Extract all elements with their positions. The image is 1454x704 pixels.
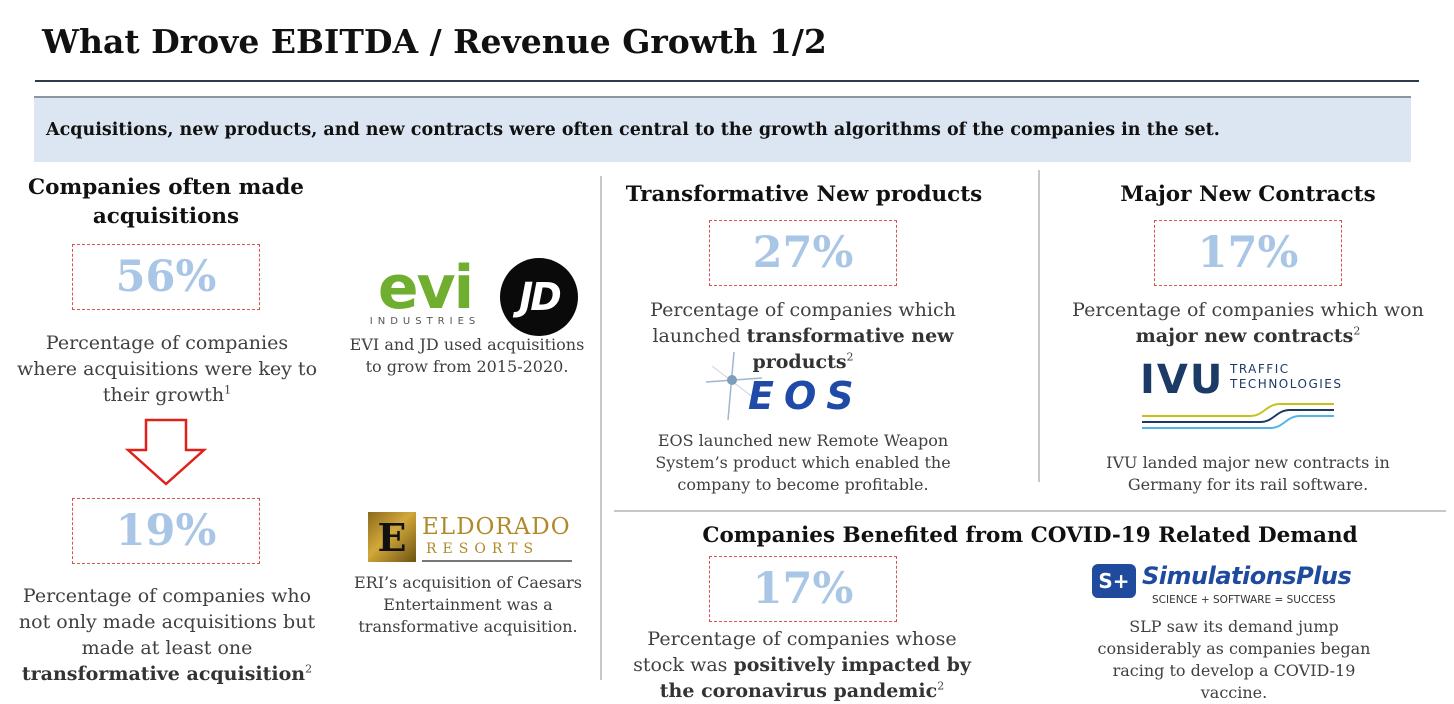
slp-caption: SLP saw its demand jump considerably as … — [1097, 617, 1371, 702]
contracts-heading: Major New Contracts — [1120, 182, 1376, 207]
divider-left — [600, 176, 602, 680]
covid-stat-box: 17% — [709, 556, 897, 622]
contracts-stat-desc: Percentage of companies which won major … — [1060, 297, 1436, 349]
transformative-acquisition-stat-box: 19% — [72, 498, 260, 564]
transformative-acquisition-desc-bold: transformative acquisition — [21, 663, 306, 685]
products-heading: Transformative New products — [625, 182, 983, 207]
products-stat-value: 27% — [752, 228, 854, 278]
products-desc-text: Percentage of companies which launched — [650, 299, 956, 347]
simulations-plus-wordmark: SimulationsPlus — [1142, 562, 1352, 590]
jd-logo: JD — [500, 258, 578, 336]
eldorado-resorts-logo: E ELDORADO RESORTS — [368, 512, 574, 562]
page-title: What Drove EBITDA / Revenue Growth 1/2 — [42, 22, 827, 61]
eldorado-mark-letter: E — [377, 514, 407, 560]
simulations-plus-mark-text: S+ — [1098, 569, 1130, 593]
footnote-ref: 2 — [1353, 324, 1361, 338]
evi-jd-caption: EVI and JD used acquisitions to grow fro… — [349, 335, 585, 376]
contracts-desc-text: Percentage of companies which won — [1072, 299, 1424, 321]
eldorado-logo-subtitle: RESORTS — [426, 541, 540, 557]
acquisitions-stat-desc-text: Percentage of companies where acquisitio… — [16, 332, 318, 406]
ivu-track-lines-icon — [1142, 403, 1334, 429]
contracts-stat-box: 17% — [1154, 220, 1342, 286]
footnote-ref: 2 — [937, 679, 945, 693]
eldorado-caption: ERI’s acquisition of Caesars Entertainme… — [354, 573, 582, 636]
simulations-plus-logo: S+ SimulationsPlus SCIENCE + SOFTWARE = … — [1092, 562, 1382, 610]
evi-logo-wordmark: evi — [377, 253, 474, 323]
acquisitions-stat-desc: Percentage of companies where acquisitio… — [16, 330, 318, 408]
contracts-stat-value: 17% — [1197, 228, 1299, 278]
jd-logo-text: JD — [519, 275, 562, 319]
transformative-acquisition-desc: Percentage of companies who not only mad… — [6, 583, 328, 687]
ivu-traffic-logo: IVU TRAFFIC TECHNOLOGIES — [1140, 357, 1343, 438]
transformative-acquisition-desc-text: Percentage of companies who not only mad… — [18, 585, 316, 659]
eldorado-underline — [422, 560, 572, 562]
covid-desc-bold: positively impacted by the coronavirus p… — [659, 654, 971, 702]
acquisitions-stat-box: 56% — [72, 244, 260, 310]
eos-caption: EOS launched new Remote Weapon System’s … — [655, 431, 951, 494]
divider-horizontal — [614, 510, 1446, 512]
products-stat-desc: Percentage of companies which launched t… — [610, 297, 996, 375]
footnote-ref: 2 — [846, 350, 854, 364]
contracts-desc-bold: major new contracts — [1135, 325, 1354, 347]
covid-desc-text: Percentage of companies whose stock was — [633, 628, 957, 676]
summary-banner: Acquisitions, new products, and new cont… — [34, 96, 1411, 162]
eos-logo: EOS — [704, 348, 904, 422]
title-divider — [35, 80, 1419, 82]
evi-industries-logo: evi INDUSTRIES — [362, 258, 488, 330]
evi-logo-subtitle: INDUSTRIES — [369, 316, 481, 327]
divider-right — [1038, 170, 1040, 482]
simulations-plus-mark: S+ — [1092, 564, 1136, 598]
banner-text: Acquisitions, new products, and new cont… — [46, 120, 1220, 140]
eldorado-logo-wordmark: ELDORADO — [422, 514, 571, 540]
acquisitions-stat-value: 56% — [115, 252, 217, 302]
footnote-ref: 2 — [305, 662, 313, 676]
ivu-caption: IVU landed major new contracts in German… — [1106, 453, 1390, 494]
ivu-logo-subtitle-2: TECHNOLOGIES — [1230, 377, 1343, 391]
simulations-plus-tagline: SCIENCE + SOFTWARE = SUCCESS — [1152, 594, 1336, 606]
eos-logo-wordmark: EOS — [748, 374, 864, 418]
acquisitions-heading: Companies often made acquisitions — [28, 175, 304, 229]
products-stat-box: 27% — [709, 220, 897, 286]
eos-star-icon — [705, 351, 763, 421]
covid-heading: Companies Benefited from COVID-19 Relate… — [702, 523, 1358, 548]
down-arrow-icon — [124, 418, 208, 486]
eldorado-logo-mark: E — [368, 512, 416, 562]
covid-stat-value: 17% — [752, 564, 854, 614]
covid-stat-desc: Percentage of companies whose stock was … — [624, 626, 980, 704]
ivu-logo-subtitle-1: TRAFFIC — [1230, 362, 1290, 376]
footnote-ref: 1 — [224, 383, 232, 397]
ivu-logo-wordmark: IVU — [1140, 357, 1225, 403]
transformative-acquisition-stat-value: 19% — [115, 506, 217, 556]
products-desc-bold: transformative new products — [746, 325, 954, 373]
